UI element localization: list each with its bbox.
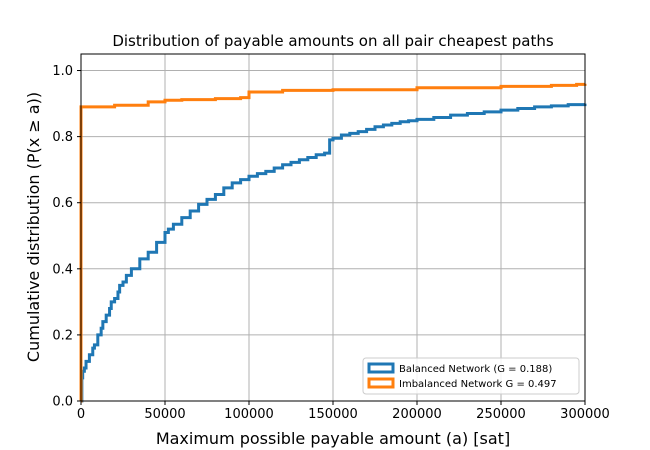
series-line-balanced (80, 103, 587, 403)
legend-label: Imbalanced Network G = 0.497 (399, 379, 557, 390)
legend-label: Balanced Network (G = 0.188) (399, 364, 552, 375)
y-tick-label: 0.8 (52, 130, 73, 145)
y-tick-label: 0.0 (52, 395, 73, 410)
y-tick-label: 0.2 (52, 328, 73, 343)
legend-box (362, 357, 580, 395)
x-tick-label: 250000 (476, 407, 526, 422)
x-tick-label: 200000 (392, 407, 442, 422)
series-group (79, 82, 587, 403)
y-tick-label: 0.4 (52, 262, 73, 277)
y-tick-label: 1.0 (52, 64, 73, 79)
legend: Balanced Network (G = 0.188) Imbalanced N… (362, 357, 580, 395)
x-tick-label: 0 (77, 407, 85, 422)
x-tick-label: 50000 (144, 407, 185, 422)
x-tick-label: 100000 (224, 407, 274, 422)
chart-title: Distribution of payable amounts on all p… (112, 32, 553, 50)
series-line-imbalanced (79, 82, 587, 403)
grid (80, 54, 586, 402)
legend-swatch (367, 362, 395, 374)
y-axis-label: Cumulative distribution (P(x ≥ a)) (24, 92, 43, 362)
y-tick-label: 0.6 (52, 196, 73, 211)
x-tick-label: 150000 (308, 407, 358, 422)
x-axis-label: Maximum possible payable amount (a) [sat… (156, 429, 510, 448)
x-tick-label: 300000 (560, 407, 610, 422)
axis-ticks: 0 50000 100000 150000 200000 250000 300000 0.0 0… (52, 64, 610, 422)
legend-swatch (367, 377, 395, 389)
